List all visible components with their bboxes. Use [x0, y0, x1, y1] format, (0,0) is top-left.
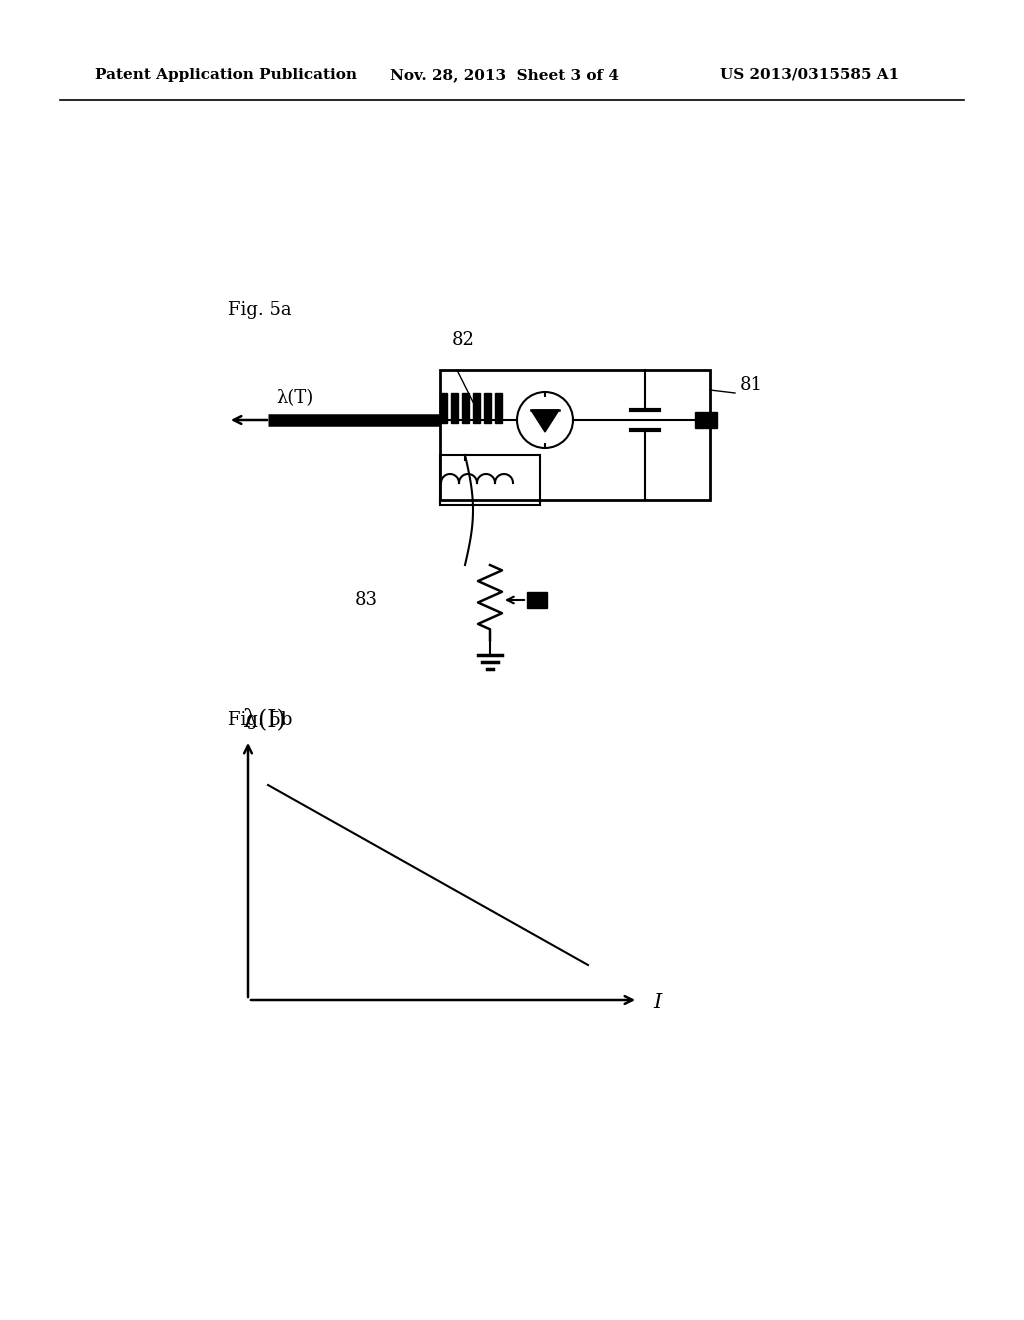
Text: λ(I): λ(I) — [243, 709, 286, 731]
Text: US 2013/0315585 A1: US 2013/0315585 A1 — [720, 69, 899, 82]
Bar — [440, 393, 447, 422]
Bar — [527, 591, 547, 609]
Bar — [473, 393, 480, 422]
Bar — [440, 455, 540, 506]
Text: 81: 81 — [740, 376, 763, 393]
Text: Patent Application Publication: Patent Application Publication — [95, 69, 357, 82]
Bar — [451, 393, 458, 422]
Bar — [484, 393, 490, 422]
Text: Fig. 5b: Fig. 5b — [228, 711, 293, 729]
Polygon shape — [531, 411, 559, 432]
Text: 82: 82 — [452, 331, 475, 348]
Bar — [695, 412, 717, 428]
Text: I: I — [653, 993, 662, 1011]
Bar — [495, 393, 502, 422]
Text: λ(T): λ(T) — [276, 389, 313, 407]
Text: Fig. 5a: Fig. 5a — [228, 301, 292, 319]
Bar — [462, 393, 469, 422]
Bar — [440, 370, 710, 500]
Text: 83: 83 — [355, 591, 378, 609]
Text: Nov. 28, 2013  Sheet 3 of 4: Nov. 28, 2013 Sheet 3 of 4 — [390, 69, 618, 82]
